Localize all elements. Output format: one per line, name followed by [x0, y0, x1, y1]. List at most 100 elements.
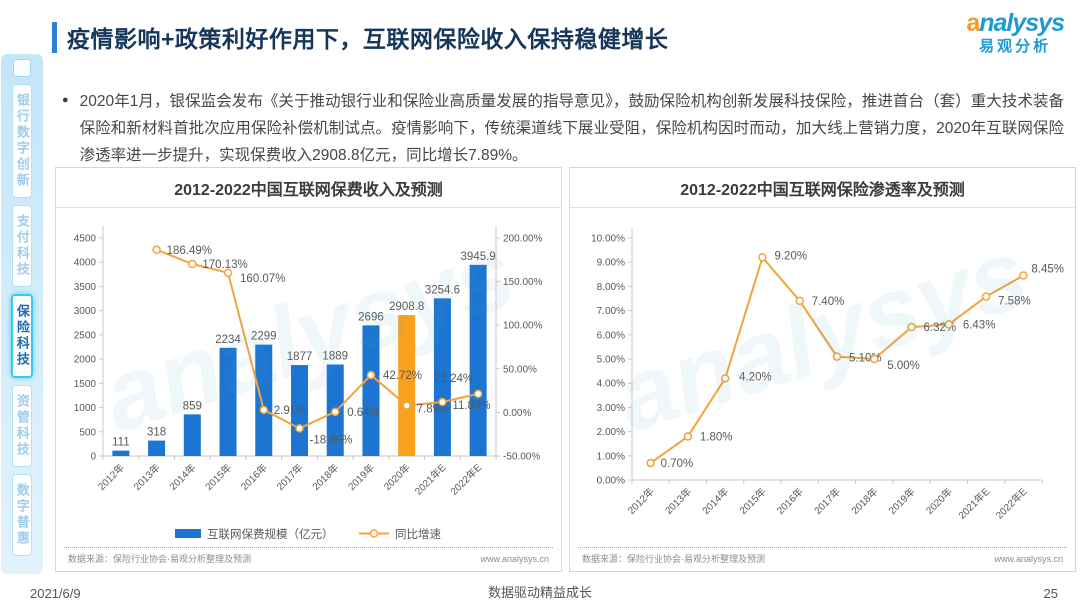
penetration-value-label: 0.70% [660, 458, 693, 470]
penetration-value-label: 9.20% [774, 250, 807, 262]
x-axis-label: 2021年E [955, 485, 992, 522]
revenue-chart-title: 2012-2022中国互联网保费收入及预测 [56, 168, 561, 208]
x-axis-label: 2021年E [412, 461, 449, 498]
growth-point-2013年 [152, 245, 161, 255]
left-axis-tick: 500 [79, 427, 96, 438]
sidebar-item-5[interactable]: 数字普惠 [12, 474, 32, 556]
y-axis-tick: 7.00% [596, 306, 624, 317]
revenue-chart-panel: analysys 2012-2022中国互联网保费收入及预测 0 500 1000 1… [55, 167, 562, 572]
growth-point-2019年 [366, 370, 376, 380]
right-axis-tick: 200.00% [503, 234, 543, 245]
growth-value-label: 160.07% [240, 273, 285, 285]
x-axis-label: 2016年 [238, 461, 270, 493]
summary-bullet: ● 2020年1月，银保监会发布《关于推动银行业和保险业高质量发展的指导意见》，… [62, 88, 1064, 169]
y-axis-tick: 5.00% [596, 355, 624, 366]
x-axis-label: 2012年 [624, 485, 656, 517]
growth-value-label: 0.64% [347, 407, 380, 419]
page-title: 疫情影响+政策利好作用下，互联网保险收入保持稳健增长 [67, 26, 669, 52]
growth-value-label: 2.91% [274, 405, 307, 417]
right-axis-tick: 150.00% [503, 277, 543, 288]
website-label: www.analysys.cn [994, 553, 1063, 564]
bar-value-label: 3945.9 [461, 251, 496, 263]
growth-value-label: 7.89% [417, 404, 450, 416]
penetration-value-label: 7.58% [998, 296, 1031, 308]
y-axis-tick: 8.00% [596, 282, 624, 293]
penetration-point-2019年 [906, 322, 916, 332]
x-axis-label: 2020年 [922, 485, 954, 517]
sidebar-item-3[interactable]: 保险科技 [11, 294, 33, 378]
page-number: 25 [1043, 586, 1058, 601]
legend-bar-label: 互联网保费规模（亿元） [207, 527, 334, 541]
penetration-point-2016年 [794, 296, 804, 306]
left-axis-tick: 4500 [74, 234, 97, 245]
penetration-point-2020年 [944, 320, 953, 329]
sidebar-item-4[interactable]: 资管科技 [12, 385, 32, 467]
bar-value-label: 2299 [251, 331, 277, 343]
logo-brand-rest: nalysys [979, 9, 1065, 37]
bar-2014年 [183, 414, 201, 456]
sidebar-items: 银行数字创新支付科技保险科技资管科技数字普惠 [11, 84, 33, 556]
bar-value-label: 859 [183, 400, 202, 412]
sidebar-item-2[interactable]: 支付科技 [12, 205, 32, 287]
bar-value-label: 111 [112, 437, 129, 449]
bar-2021年E [433, 298, 451, 456]
bar-2022年E [469, 264, 487, 456]
left-axis-tick: 1500 [74, 379, 97, 390]
growth-point-2021年E [438, 397, 447, 407]
y-axis-tick: 3.00% [596, 403, 624, 414]
penetration-value-label: 8.45% [1031, 264, 1064, 276]
sidebar-decoration-box [13, 59, 31, 77]
y-axis-tick: 1.00% [596, 451, 624, 462]
penetration-chart-svg: 0.00% 1.00% 2.00% 3.00% 4.00% 5.00% 6.00% 7.00%… [591, 228, 1064, 522]
right-axis-tick: -50.00% [503, 452, 540, 463]
x-axis-label: 2022年E [448, 461, 485, 498]
bullet-icon: ● [62, 94, 69, 106]
growth-line [156, 248, 479, 430]
y-axis-tick: 10.00% [591, 234, 625, 245]
revenue-chart-footer: 数据来源：保险行业协会·易观分析整理及预测 www.analysys.cn [64, 547, 553, 569]
penetration-chart-panel: analysys 2012-2022中国互联网保险渗透率及预测 0.00% 1.0… [569, 167, 1076, 572]
left-axis-tick: 2500 [74, 330, 97, 341]
x-axis-label: 2019年 [885, 485, 917, 517]
penetration-point-2018年 [869, 354, 879, 364]
penetration-point-2021年E [981, 292, 990, 301]
bar-2019年 [362, 325, 380, 456]
growth-point-2022年E [473, 389, 483, 399]
y-axis-tick: 6.00% [596, 330, 624, 341]
left-axis-tick: 3000 [74, 306, 97, 317]
bar-2016年 [255, 344, 273, 456]
growth-value-label: 21.24% [434, 373, 473, 385]
header: 疫情影响+政策利好作用下，互联网保险收入保持稳健增长 [52, 20, 668, 54]
penetration-value-label: 7.40% [811, 296, 844, 308]
y-axis-tick: 9.00% [596, 258, 624, 269]
penetration-point-2017年 [832, 352, 841, 361]
bar-2017年 [291, 365, 308, 456]
logo-swirl-icon: a [966, 9, 980, 37]
growth-value-label: 186.49% [167, 245, 212, 257]
left-axis-tick: 0 [90, 452, 96, 463]
data-source-label: 数据来源：保险行业协会·易观分析整理及预测 [68, 554, 251, 564]
website-label: www.analysys.cn [480, 553, 549, 564]
x-axis-label: 2018年 [848, 485, 880, 517]
growth-point-2018年 [330, 407, 340, 417]
x-axis-label: 2015年 [202, 461, 234, 493]
penetration-point-2014年 [720, 374, 729, 383]
penetration-value-label: 5.00% [887, 360, 920, 372]
data-source-label: 数据来源：保险行业协会·易观分析整理及预测 [582, 554, 765, 564]
bar-2013年 [148, 440, 166, 456]
title-accent-bar [52, 21, 57, 53]
growth-point-2016年 [259, 405, 269, 415]
sidebar-item-1[interactable]: 银行数字创新 [12, 84, 32, 198]
growth-point-2017年 [295, 424, 304, 433]
bar-value-label: 1889 [322, 350, 348, 362]
x-axis-label: 2022年E [992, 485, 1029, 522]
right-axis-tick: 50.00% [503, 364, 537, 375]
bar-value-label: 3254.6 [425, 284, 460, 296]
logo-chinese-name: 易观分析 [979, 37, 1052, 55]
growth-value-label: 42.72% [383, 370, 422, 382]
x-axis-label: 2015年 [736, 485, 768, 517]
summary-text: 2020年1月，银保监会发布《关于推动银行业和保险业高质量发展的指导意见》，鼓励… [79, 93, 1064, 165]
penetration-point-2022年E [1018, 271, 1028, 280]
x-axis-label: 2013年 [662, 485, 694, 517]
left-axis-tick: 4000 [74, 258, 97, 269]
